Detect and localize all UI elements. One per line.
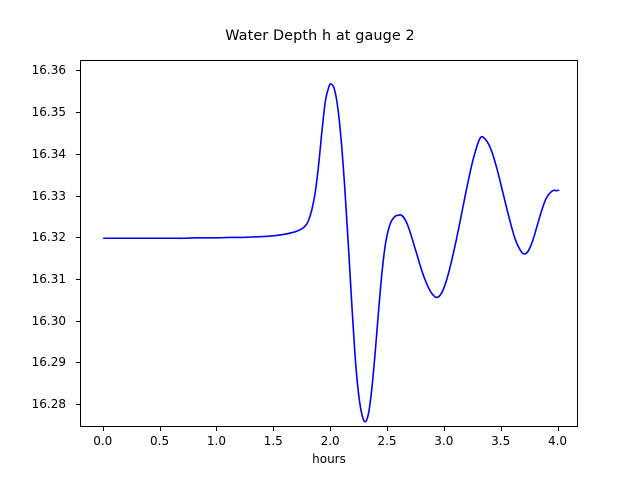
y-tick-label: 16.36 [31,63,66,78]
y-tick-label: 16.31 [31,271,66,286]
x-tick-label: 0.5 [150,434,170,448]
y-tick-mark [76,153,80,155]
y-tick-mark [76,320,80,322]
x-tick-label: 2.5 [377,434,397,448]
y-tick-label: 16.34 [31,146,66,161]
water-depth-line [102,82,560,423]
plot-area [102,82,560,423]
x-tick-label: 0.0 [93,434,113,448]
x-tick-label: 3.5 [491,434,511,448]
plot-axes-frame [80,60,578,427]
y-tick-label: 16.35 [31,105,66,120]
y-tick-mark [76,362,80,364]
x-tick-label: 1.0 [206,434,226,448]
x-tick-mark [386,427,388,431]
y-tick-label: 16.28 [31,397,66,412]
y-tick-mark [76,404,80,406]
y-tick-mark [76,195,80,197]
y-tick-mark [76,70,80,72]
y-tick-mark [76,278,80,280]
x-tick-mark [500,427,502,431]
x-tick-label: 3.0 [434,434,454,448]
x-tick-mark [443,427,445,431]
x-tick-label: 1.5 [263,434,283,448]
x-tick-label: 2.0 [320,434,340,448]
x-tick-mark [557,427,559,431]
y-tick-label: 16.30 [31,313,66,328]
x-tick-mark [273,427,275,431]
x-tick-mark [216,427,218,431]
x-tick-mark [102,427,104,431]
y-tick-mark [76,237,80,239]
y-tick-label: 16.29 [31,355,66,370]
y-tick-label: 16.32 [31,230,66,245]
y-tick-mark [76,112,80,114]
page-title: Water Depth h at gauge 2 [225,28,415,44]
x-axis-label: hours [312,452,346,466]
y-tick-label: 16.33 [31,188,66,203]
x-tick-mark [159,427,161,431]
x-tick-label: 4.0 [547,434,568,448]
x-tick-mark [330,427,332,431]
